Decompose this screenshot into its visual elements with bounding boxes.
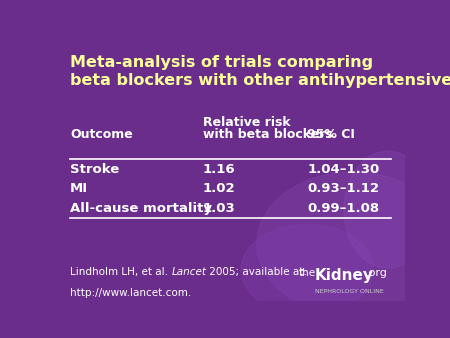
Ellipse shape	[241, 224, 374, 315]
Text: beta blockers with other antihypertensives: beta blockers with other antihypertensiv…	[70, 73, 450, 88]
Text: http://www.lancet.com.: http://www.lancet.com.	[70, 288, 191, 298]
Text: 2005; available at:: 2005; available at:	[207, 267, 307, 277]
Text: Meta-analysis of trials comparing: Meta-analysis of trials comparing	[70, 55, 373, 70]
Text: All-cause mortality: All-cause mortality	[70, 202, 212, 215]
Text: Kidney: Kidney	[315, 268, 374, 283]
Text: 1.16: 1.16	[202, 163, 235, 176]
Text: Lindholm LH, et al.: Lindholm LH, et al.	[70, 267, 171, 277]
Text: 1.02: 1.02	[202, 183, 235, 195]
Text: .org: .org	[366, 268, 388, 278]
Ellipse shape	[344, 151, 431, 268]
Text: 0.93–1.12: 0.93–1.12	[307, 183, 379, 195]
Text: the: the	[299, 268, 316, 278]
Text: with beta blockers: with beta blockers	[202, 128, 333, 141]
Text: Outcome: Outcome	[70, 128, 133, 141]
Text: MI: MI	[70, 183, 88, 195]
Text: Stroke: Stroke	[70, 163, 119, 176]
Text: 1.03: 1.03	[202, 202, 235, 215]
Text: 1.04–1.30: 1.04–1.30	[307, 163, 380, 176]
Text: Relative risk: Relative risk	[202, 116, 290, 129]
Text: NEPHROLOGY ONLINE: NEPHROLOGY ONLINE	[315, 289, 384, 294]
Text: Lancet: Lancet	[171, 267, 207, 277]
Text: 0.99–1.08: 0.99–1.08	[307, 202, 379, 215]
Ellipse shape	[257, 172, 449, 315]
Text: 95% CI: 95% CI	[307, 128, 355, 141]
